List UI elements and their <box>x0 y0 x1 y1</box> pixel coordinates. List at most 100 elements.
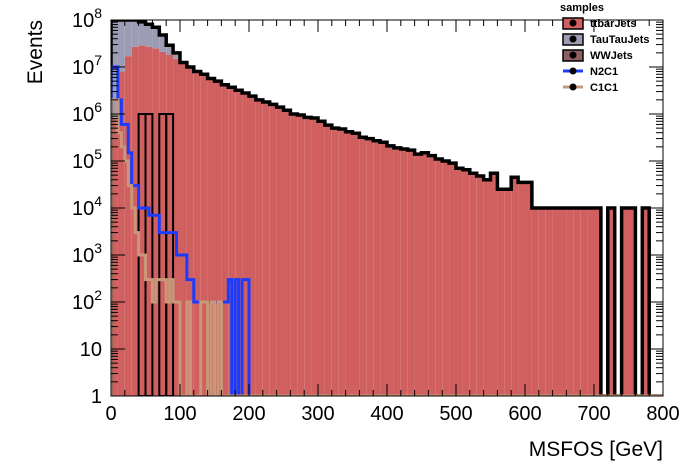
y-tick-label: 1 <box>91 386 102 408</box>
y-tick-label: 103 <box>72 240 102 267</box>
bar-ttbarJets <box>152 48 160 396</box>
legend-marker <box>569 51 577 59</box>
bar-ttbarJets <box>442 161 450 396</box>
bar-ttbarJets <box>173 58 180 396</box>
bar-ttbarJets <box>255 99 263 396</box>
legend-entry: N2C1 <box>563 66 618 78</box>
bar-ttbarJets <box>145 46 153 396</box>
x-tick-label: 300 <box>301 403 334 425</box>
stack-layer <box>111 20 663 396</box>
bar-ttbarJets <box>138 45 146 396</box>
bar-ttbarJets <box>345 131 353 396</box>
bar-ttbarJets <box>594 208 601 396</box>
bar-ttbarJets <box>207 78 215 396</box>
bar-ttbarJets <box>276 107 284 396</box>
bar-ttbarJets <box>352 133 360 396</box>
bar-TauTauJets <box>166 45 174 56</box>
legend-entry: ttbarJets <box>562 17 636 30</box>
y-tick-label: 106 <box>72 99 102 126</box>
y-tick-label: 102 <box>72 287 102 314</box>
bar-ttbarJets <box>456 168 463 396</box>
bar-ttbarJets <box>387 145 394 396</box>
legend-label: TauTauJets <box>590 34 650 46</box>
bar-ttbarJets <box>421 152 429 396</box>
legend-label: N2C1 <box>590 66 618 78</box>
bar-ttbarJets <box>193 71 201 396</box>
bar-ttbarJets <box>642 208 650 396</box>
bar-ttbarJets <box>449 163 456 396</box>
y-tick-label: 108 <box>72 5 102 32</box>
bar-ttbarJets <box>166 55 174 396</box>
line-series-C1C1 <box>111 98 663 396</box>
bar-TauTauJets <box>145 24 153 47</box>
bar-ttbarJets <box>373 140 381 396</box>
legend-entry: TauTauJets <box>562 33 650 46</box>
line-layer <box>111 65 663 396</box>
bar-ttbarJets <box>525 182 532 396</box>
bar-ttbarJets <box>311 118 318 396</box>
legend-marker <box>569 19 577 27</box>
bar-ttbarJets <box>621 208 629 396</box>
y-tick-label: 105 <box>72 146 102 173</box>
line-series-N2C1 <box>111 65 663 396</box>
bar-ttbarJets <box>304 117 312 396</box>
bar-TauTauJets <box>117 20 125 72</box>
legend-entries: ttbarJets TauTauJets WWJets N2C1 C1C1 <box>562 17 650 94</box>
bar-TauTauJets <box>159 35 167 52</box>
bar-ttbarJets <box>607 208 615 396</box>
x-tick-label: 500 <box>439 403 472 425</box>
bar-TauTauJets <box>124 20 132 57</box>
bar-ttbarJets <box>324 125 332 396</box>
bar-ttbarJets <box>580 208 588 396</box>
bar-ttbarJets <box>180 62 187 396</box>
bar-ttbarJets <box>476 175 484 396</box>
x-axis-title: MSFOS [GeV] <box>529 438 663 461</box>
bar-ttbarJets <box>587 208 594 396</box>
bar-ttbarJets <box>407 150 415 396</box>
bar-ttbarJets <box>483 179 491 396</box>
x-tick-label: 0 <box>105 403 116 425</box>
bar-ttbarJets <box>297 115 305 396</box>
bar-ttbarJets <box>552 208 560 396</box>
bar-ttbarJets <box>531 208 539 396</box>
bar-ttbarJets <box>262 102 270 396</box>
legend: samples ttbarJets TauTauJets WWJets N2C1 C1C… <box>560 2 650 94</box>
bar-ttbarJets <box>435 159 443 396</box>
bar-ttbarJets <box>338 128 346 396</box>
bar-ttbarJets <box>628 208 636 396</box>
bar-ttbarJets <box>290 114 298 396</box>
plot-area <box>111 20 663 396</box>
bar-ttbarJets <box>228 87 236 396</box>
bar-ttbarJets <box>518 182 525 396</box>
bar-ttbarJets <box>545 208 553 396</box>
bar-ttbarJets <box>200 74 208 396</box>
bar-ttbarJets <box>380 142 387 396</box>
bar-TauTauJets <box>173 52 180 59</box>
bar-ttbarJets <box>269 104 277 396</box>
bar-ttbarJets <box>235 90 243 396</box>
bar-ttbarJets <box>490 173 498 396</box>
y-tick-label: 104 <box>72 193 102 220</box>
bar-ttbarJets <box>186 67 194 396</box>
bar-ttbarJets <box>504 189 512 396</box>
bar-ttbarJets <box>393 147 401 396</box>
x-tick-label: 400 <box>370 403 403 425</box>
legend-label: C1C1 <box>590 82 618 94</box>
bar-TauTauJets <box>131 20 139 47</box>
bar-ttbarJets <box>124 56 132 396</box>
legend-entry: WWJets <box>562 49 633 62</box>
legend-entry: C1C1 <box>563 82 618 94</box>
bar-ttbarJets <box>359 137 367 396</box>
y-axis: 1 10 102 103 104 105 106 107 108 <box>72 5 663 408</box>
y-axis-title: Events <box>24 20 47 84</box>
bar-ttbarJets <box>400 149 408 396</box>
x-tick-label: 800 <box>646 403 679 425</box>
bar-ttbarJets <box>428 155 436 396</box>
bar-ttbarJets <box>566 208 574 396</box>
legend-label: WWJets <box>590 50 633 62</box>
bar-ttbarJets <box>469 173 477 396</box>
bar-ttbarJets <box>366 138 374 396</box>
legend-marker <box>569 35 577 43</box>
bar-ttbarJets <box>117 71 125 396</box>
